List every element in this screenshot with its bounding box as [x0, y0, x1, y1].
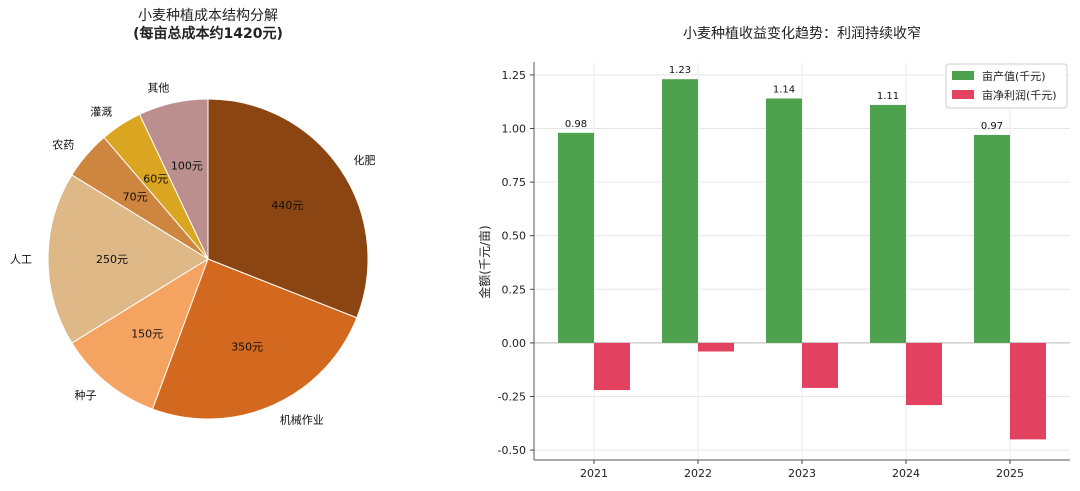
y-tick-label-6: 1.00 — [502, 123, 527, 136]
pie-category-label-1: 灌溉 — [90, 105, 112, 118]
data-label-output-2021: 0.98 — [565, 119, 587, 130]
pie-subtitle: (每亩总成本约1420元) — [133, 25, 283, 42]
bar-output-2021 — [558, 132, 594, 343]
pie-value-label-1: 60元 — [143, 172, 168, 185]
pie-category-label-4: 种子 — [75, 388, 97, 402]
bar-profit-2023 — [802, 342, 838, 388]
legend: 亩产值(千元) 亩净利润(千元) — [945, 63, 1068, 109]
y-tick-label-4: 0.50 — [502, 230, 527, 243]
x-tick-label-1: 2022 — [684, 467, 712, 480]
bar-profit-2025 — [1010, 342, 1046, 440]
bar-output-2022 — [662, 79, 698, 343]
bar-profit-2024 — [906, 342, 942, 406]
y-tick-label-2: 0.00 — [502, 337, 527, 350]
y-tick-label-3: 0.25 — [502, 283, 527, 296]
legend-label-profit: 亩净利润(千元) — [982, 88, 1057, 102]
y-tick-label-7: 1.25 — [502, 69, 527, 82]
data-label-output-2022: 1.23 — [669, 65, 691, 76]
pie-value-label-3: 250元 — [96, 253, 128, 266]
bar-title: 小麦种植收益变化趋势：利润持续收窄 — [683, 25, 921, 42]
legend-label-output: 亩产值(千元) — [982, 69, 1046, 83]
x-tick-label-2: 2023 — [788, 467, 816, 480]
pie-title: 小麦种植成本结构分解 — [138, 8, 278, 24]
pie-chart: 小麦种植成本结构分解 (每亩总成本约1420元) 100元 其他 60元 灌溉 70元 农… — [10, 8, 376, 427]
bar-chart: 小麦种植收益变化趋势：利润持续收窄 -0.50 -0.25 0.00 0.25 0.50… — [477, 25, 1070, 480]
bar-profit-2021 — [594, 342, 630, 391]
bar-output-2023 — [766, 98, 802, 343]
pie-value-label-5: 350元 — [231, 341, 263, 354]
pie-value-label-4: 150元 — [131, 327, 163, 340]
pie-value-label-6: 440元 — [271, 199, 303, 212]
pie-slice-5 — [151, 258, 358, 420]
data-label-output-2025: 0.97 — [981, 121, 1003, 132]
y-tick-label-0: -0.50 — [498, 444, 526, 457]
y-axis-label: 金额(千元/亩) — [477, 225, 492, 298]
x-tick-label-0: 2021 — [580, 467, 608, 480]
x-tick-label-4: 2025 — [996, 467, 1024, 480]
pie-value-label-0: 100元 — [171, 159, 203, 172]
pie-slices — [47, 98, 369, 420]
data-label-output-2024: 1.11 — [877, 91, 899, 102]
bar-output-2025 — [974, 134, 1010, 343]
bar-output-2024 — [870, 104, 906, 343]
pie-value-label-2: 70元 — [123, 191, 148, 204]
legend-box — [945, 63, 1068, 109]
y-tick-label-5: 0.75 — [502, 176, 527, 189]
legend-swatch-profit — [952, 90, 974, 99]
pie-category-label-3: 人工 — [10, 253, 32, 266]
pie-category-label-2: 农药 — [52, 138, 74, 152]
x-tick-label-3: 2024 — [892, 467, 920, 480]
pie-category-label-6: 化肥 — [354, 153, 376, 167]
data-label-output-2023: 1.14 — [773, 84, 795, 95]
y-tick-label-1: -0.25 — [498, 391, 526, 404]
bar-profit-2022 — [698, 342, 734, 352]
pie-category-label-0: 其他 — [147, 81, 169, 94]
pie-slice-4 — [71, 257, 209, 410]
bar-axes: -0.50 -0.25 0.00 0.25 0.50 0.75 1.00 1.25 2021 20… — [498, 62, 1070, 480]
legend-swatch-output — [952, 71, 974, 80]
pie-category-label-5: 机械作业 — [280, 413, 324, 427]
pie-slice-3 — [47, 174, 209, 344]
bar-marks: 0.98 1.23 1.14 1.11 0.97 — [558, 65, 1046, 440]
pie-slice-6 — [207, 98, 369, 319]
